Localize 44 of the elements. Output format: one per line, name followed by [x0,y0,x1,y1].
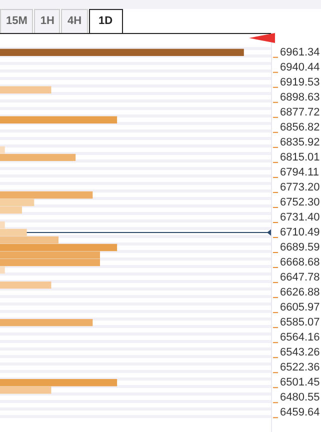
y-tick-label: 6459.64 [280,406,320,419]
y-tick-label: 6585.07 [280,316,320,329]
text: 4H [61,9,88,33]
bar [0,228,27,236]
y-tick-label: 6731.40 [280,212,320,224]
y-tick-label: 6919.53 [280,76,320,88]
y-tick-label: 6647.78 [280,272,320,284]
y-tick-label: 6605.97 [280,302,320,314]
y-tick-label: 6835.92 [280,136,320,148]
bar [0,244,118,252]
y-tick-label: 6773.20 [280,181,320,194]
bar [0,266,5,274]
bar [0,86,52,94]
bar [0,48,244,56]
y-tick-label: 6940.44 [280,61,320,74]
bar [0,236,59,244]
y-tick-label: 6794.11 [280,166,319,178]
y-tick-label: 6543.26 [280,346,320,359]
y-tick-label: 6815.01 [280,151,320,164]
y-tick-label: 6710.49 [280,226,320,239]
bar [0,281,52,289]
y-tick-label: 6522.36 [280,362,320,374]
bar [0,318,93,326]
bar [0,191,93,199]
y-tick-label: 6689.59 [280,242,320,254]
bar [0,379,118,386]
y-tick-label: 6877.72 [280,106,320,118]
y-tick-label: 6961.34 [280,46,320,58]
bar [0,146,5,154]
bar [0,154,76,162]
bar [0,116,118,124]
y-tick-label: 6752.30 [280,196,320,209]
y-tick-label: 6898.63 [280,91,320,104]
y-tick-label: 6564.16 [280,332,320,344]
bar [0,221,5,229]
y-tick-label: 6501.45 [280,376,320,389]
y-tick-label: 6668.68 [280,256,320,269]
y-tick-label: 6856.82 [280,121,320,134]
bar [0,386,52,394]
text: 15M [0,9,34,33]
text: 1D [88,9,123,33]
y-tick-label: 6626.88 [280,286,320,299]
text: 1H [34,9,60,33]
y-tick-label: 6480.55 [280,392,320,404]
